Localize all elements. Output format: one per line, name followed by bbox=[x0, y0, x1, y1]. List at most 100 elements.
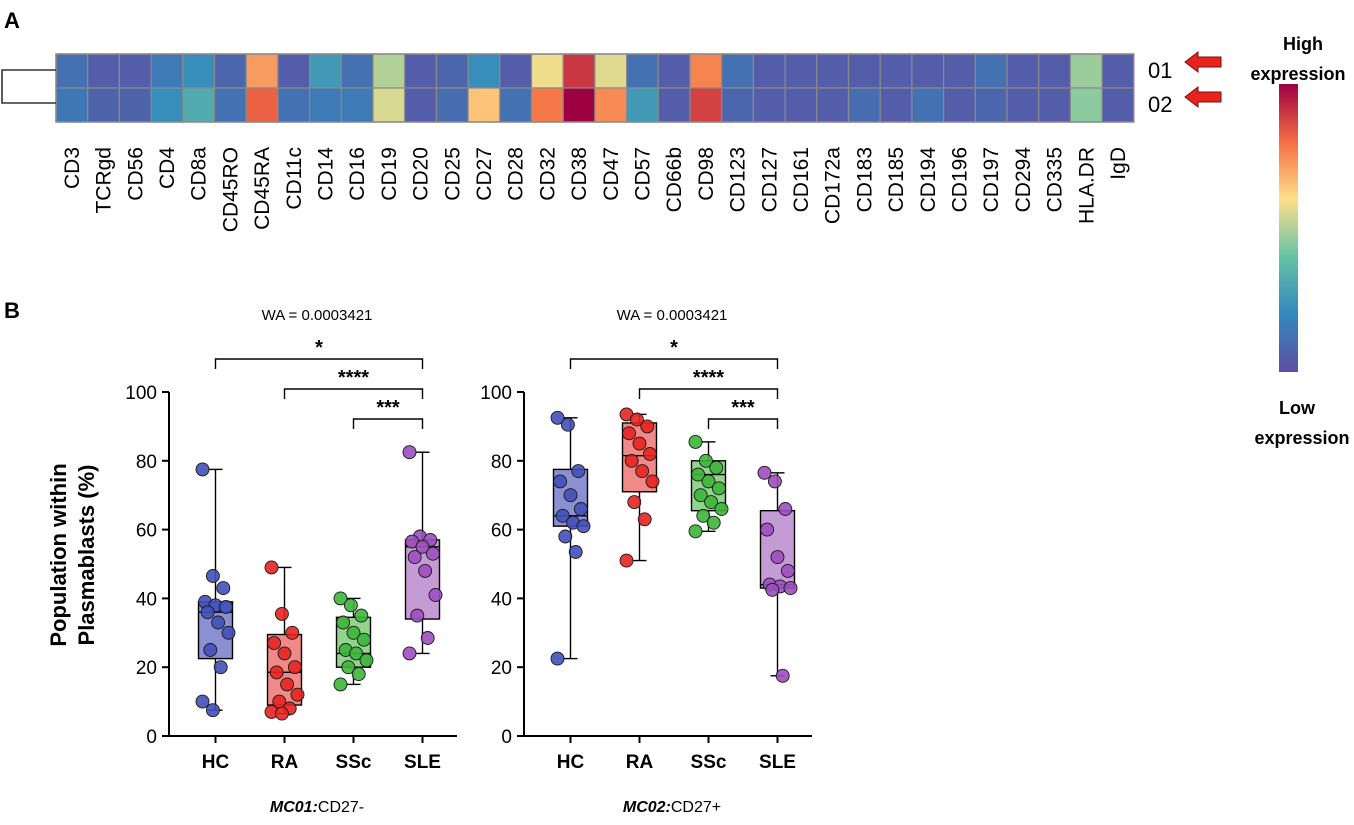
legend-low-line2: expression bbox=[1254, 428, 1349, 448]
data-point-ssc bbox=[711, 481, 726, 496]
x-tick-label-sle: SLE bbox=[759, 752, 796, 773]
data-point-ra bbox=[277, 646, 292, 661]
y-tick-label: 60 bbox=[491, 521, 512, 542]
data-point-ra bbox=[640, 419, 655, 434]
data-point-ra bbox=[280, 677, 295, 692]
data-point-ssc bbox=[343, 598, 358, 613]
data-point-sle bbox=[428, 588, 443, 602]
heatmap-col-label-cd194: CD194 bbox=[917, 147, 940, 213]
heatmap-cell-02-CD45RA bbox=[245, 87, 279, 123]
data-point-ra bbox=[635, 464, 650, 479]
heatmap-cell-02-CD185 bbox=[879, 87, 913, 123]
y-axis-title-line2: Plasmablasts (%) bbox=[74, 465, 99, 646]
heatmap-col-label-cd11c: CD11c bbox=[283, 147, 306, 210]
data-point-ra bbox=[632, 436, 647, 451]
data-point-hc bbox=[205, 569, 220, 583]
data-point-ra bbox=[619, 553, 634, 568]
heatmap-cell-02-CD20 bbox=[404, 87, 438, 123]
panel-b-label: B bbox=[4, 298, 20, 323]
heatmap-cell-01-CD194 bbox=[911, 53, 945, 89]
heatmap-cell-02-CD28 bbox=[499, 87, 533, 123]
heatmap-cell-01-CD38 bbox=[562, 53, 596, 89]
heatmap-cell-01-CD98 bbox=[689, 53, 723, 89]
heatmap-cell-02-CD8a bbox=[182, 87, 216, 123]
data-point-ssc bbox=[349, 646, 364, 661]
heatmap-col-label-cd3: CD3 bbox=[61, 147, 84, 189]
data-point-ssc bbox=[688, 434, 703, 449]
heatmap-col-label-cd127: CD127 bbox=[758, 147, 781, 212]
significance-bracket bbox=[214, 358, 424, 369]
data-point-sle bbox=[778, 502, 793, 516]
heatmap-cell-02-CD197 bbox=[974, 87, 1008, 123]
y-tick-label: 20 bbox=[136, 658, 157, 679]
data-point-sle bbox=[757, 465, 772, 480]
heatmap-cell-02-CD57 bbox=[625, 87, 659, 123]
data-point-ssc bbox=[701, 474, 716, 489]
data-point-hc bbox=[568, 545, 583, 559]
legend-high-line2: expression bbox=[1250, 64, 1345, 84]
heatmap-cell-01-CD3 bbox=[55, 53, 89, 89]
x-tick-label-ra: RA bbox=[271, 752, 299, 773]
data-point-ssc bbox=[354, 608, 369, 623]
heatmap-col-label-cd185: CD185 bbox=[885, 147, 908, 212]
row-dendrogram bbox=[1, 69, 56, 104]
data-point-sle bbox=[765, 582, 780, 597]
heatmap-cell-01-CD183 bbox=[847, 53, 881, 89]
data-point-sle bbox=[760, 522, 775, 537]
heatmap-cell-02-CD335 bbox=[1038, 87, 1071, 123]
heatmap-col-label-cd56: CD56 bbox=[124, 147, 147, 201]
heatmap-border bbox=[55, 53, 1135, 123]
heatmap-col-label-cd25: CD25 bbox=[441, 147, 464, 201]
heatmap-col-label-cd45ro: CD45RO bbox=[219, 147, 242, 232]
heatmap-cell-01-CD47 bbox=[594, 53, 628, 89]
heatmap-cell-02-HLA.DR bbox=[1069, 87, 1103, 123]
data-point-hc bbox=[221, 625, 236, 640]
heatmap-col-label-cd4: CD4 bbox=[156, 147, 179, 189]
heatmap-col-label-cd172a: CD172a bbox=[822, 147, 845, 224]
heatmap-cell-02-CD194 bbox=[911, 87, 945, 123]
row-02-arrow-icon bbox=[1184, 85, 1222, 109]
data-point-ra bbox=[642, 446, 657, 461]
data-point-ra bbox=[637, 512, 652, 527]
heatmap-cell-01-IgD bbox=[1101, 53, 1135, 89]
data-point-ssc bbox=[704, 495, 719, 510]
data-point-ssc bbox=[359, 653, 374, 668]
y-tick-label: 100 bbox=[480, 383, 512, 404]
heatmap-cell-02-CD161 bbox=[784, 87, 818, 123]
heatmap-col-label-cd294: CD294 bbox=[1012, 147, 1035, 213]
data-point-ra bbox=[274, 706, 289, 721]
heatmap-cell-01-CD185 bbox=[879, 53, 913, 89]
data-point-ssc bbox=[341, 660, 356, 675]
significance-bracket bbox=[283, 388, 424, 399]
heatmap-row-label-01: 01 bbox=[1148, 58, 1172, 83]
x-tick-label-hc: HC bbox=[202, 752, 230, 773]
heatmap-cell-02-CD25 bbox=[435, 87, 469, 123]
heatmap-cell-02-CD123 bbox=[721, 87, 755, 123]
data-point-sle bbox=[770, 550, 785, 565]
heatmap-cell-02-CD47 bbox=[594, 87, 628, 123]
data-point-ssc bbox=[714, 502, 729, 516]
y-tick-label: 80 bbox=[136, 452, 157, 473]
heatmap-cell-01-CD172a bbox=[816, 53, 850, 89]
data-point-sle bbox=[767, 474, 782, 489]
heatmap-row-label-02: 02 bbox=[1148, 92, 1172, 117]
heatmap-cell-02-CD56 bbox=[118, 87, 152, 123]
data-point-ssc bbox=[706, 515, 721, 530]
heatmap-cell-01-CD57 bbox=[625, 53, 659, 89]
data-point-ssc bbox=[333, 591, 348, 606]
data-point-hc bbox=[211, 615, 226, 630]
heatmap-cell-02-CD45RO bbox=[213, 87, 247, 123]
heatmap-col-label-cd32: CD32 bbox=[536, 147, 559, 201]
data-point-ssc bbox=[356, 632, 371, 647]
data-point-ra bbox=[645, 474, 660, 489]
y-tick-label: 60 bbox=[136, 521, 157, 542]
data-point-ssc bbox=[691, 467, 706, 482]
data-point-ra bbox=[624, 453, 639, 468]
significance-label: **** bbox=[338, 367, 369, 389]
x-tick-label-ssc: SSc bbox=[336, 752, 372, 773]
heatmap-col-label-hla-dr: HLA.DR bbox=[1075, 147, 1098, 224]
heatmap-col-label-cd27: CD27 bbox=[473, 147, 496, 201]
data-point-ra bbox=[269, 665, 284, 680]
